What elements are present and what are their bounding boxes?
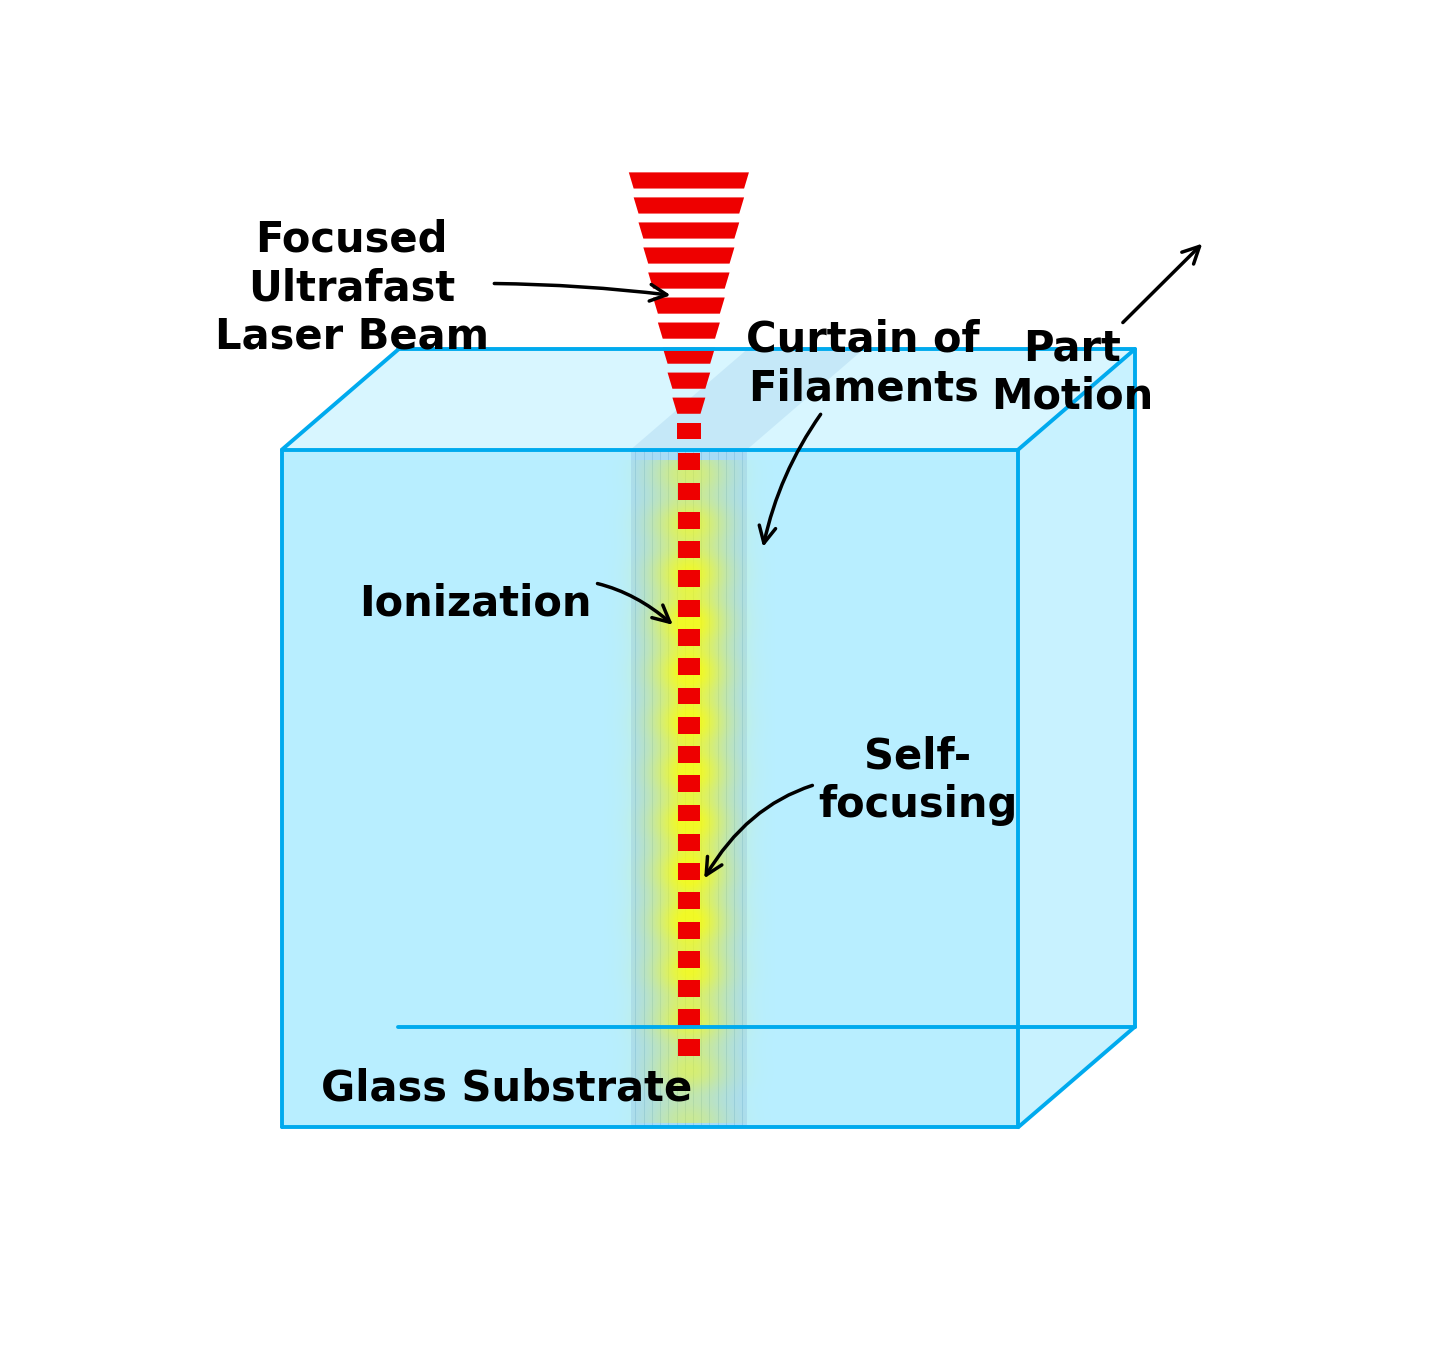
Polygon shape bbox=[673, 398, 705, 414]
Text: Self-
focusing: Self- focusing bbox=[706, 736, 1018, 875]
Polygon shape bbox=[679, 893, 700, 909]
Text: Focused
Ultrafast
Laser Beam: Focused Ultrafast Laser Beam bbox=[215, 219, 667, 357]
Polygon shape bbox=[667, 372, 710, 388]
Polygon shape bbox=[281, 349, 1134, 449]
Polygon shape bbox=[634, 198, 744, 214]
Text: Glass Substrate: Glass Substrate bbox=[320, 1068, 692, 1109]
Polygon shape bbox=[638, 222, 740, 238]
Polygon shape bbox=[679, 571, 700, 587]
Polygon shape bbox=[679, 1009, 700, 1027]
Polygon shape bbox=[679, 541, 700, 559]
Polygon shape bbox=[663, 348, 715, 364]
Polygon shape bbox=[679, 1039, 700, 1055]
Polygon shape bbox=[679, 863, 700, 879]
Polygon shape bbox=[679, 483, 700, 499]
Polygon shape bbox=[679, 687, 700, 705]
Polygon shape bbox=[679, 775, 700, 793]
Polygon shape bbox=[679, 833, 700, 851]
Polygon shape bbox=[652, 298, 725, 314]
Polygon shape bbox=[679, 921, 700, 939]
Polygon shape bbox=[629, 172, 750, 188]
Polygon shape bbox=[679, 629, 700, 645]
Text: Curtain of
Filaments: Curtain of Filaments bbox=[747, 319, 980, 543]
Polygon shape bbox=[631, 349, 863, 449]
Polygon shape bbox=[679, 980, 700, 997]
Polygon shape bbox=[1018, 349, 1134, 1127]
Polygon shape bbox=[677, 422, 700, 438]
Text: Part
Motion: Part Motion bbox=[992, 246, 1199, 418]
Polygon shape bbox=[679, 453, 700, 471]
Polygon shape bbox=[679, 511, 700, 529]
Polygon shape bbox=[648, 272, 729, 288]
Polygon shape bbox=[679, 805, 700, 821]
Polygon shape bbox=[679, 717, 700, 733]
Text: Ionization: Ionization bbox=[360, 583, 670, 625]
Polygon shape bbox=[281, 449, 1018, 1127]
Polygon shape bbox=[679, 659, 700, 675]
Polygon shape bbox=[631, 449, 747, 1127]
Polygon shape bbox=[679, 599, 700, 617]
Polygon shape bbox=[679, 951, 700, 967]
Polygon shape bbox=[658, 322, 719, 338]
Polygon shape bbox=[644, 248, 734, 264]
Polygon shape bbox=[679, 746, 700, 763]
